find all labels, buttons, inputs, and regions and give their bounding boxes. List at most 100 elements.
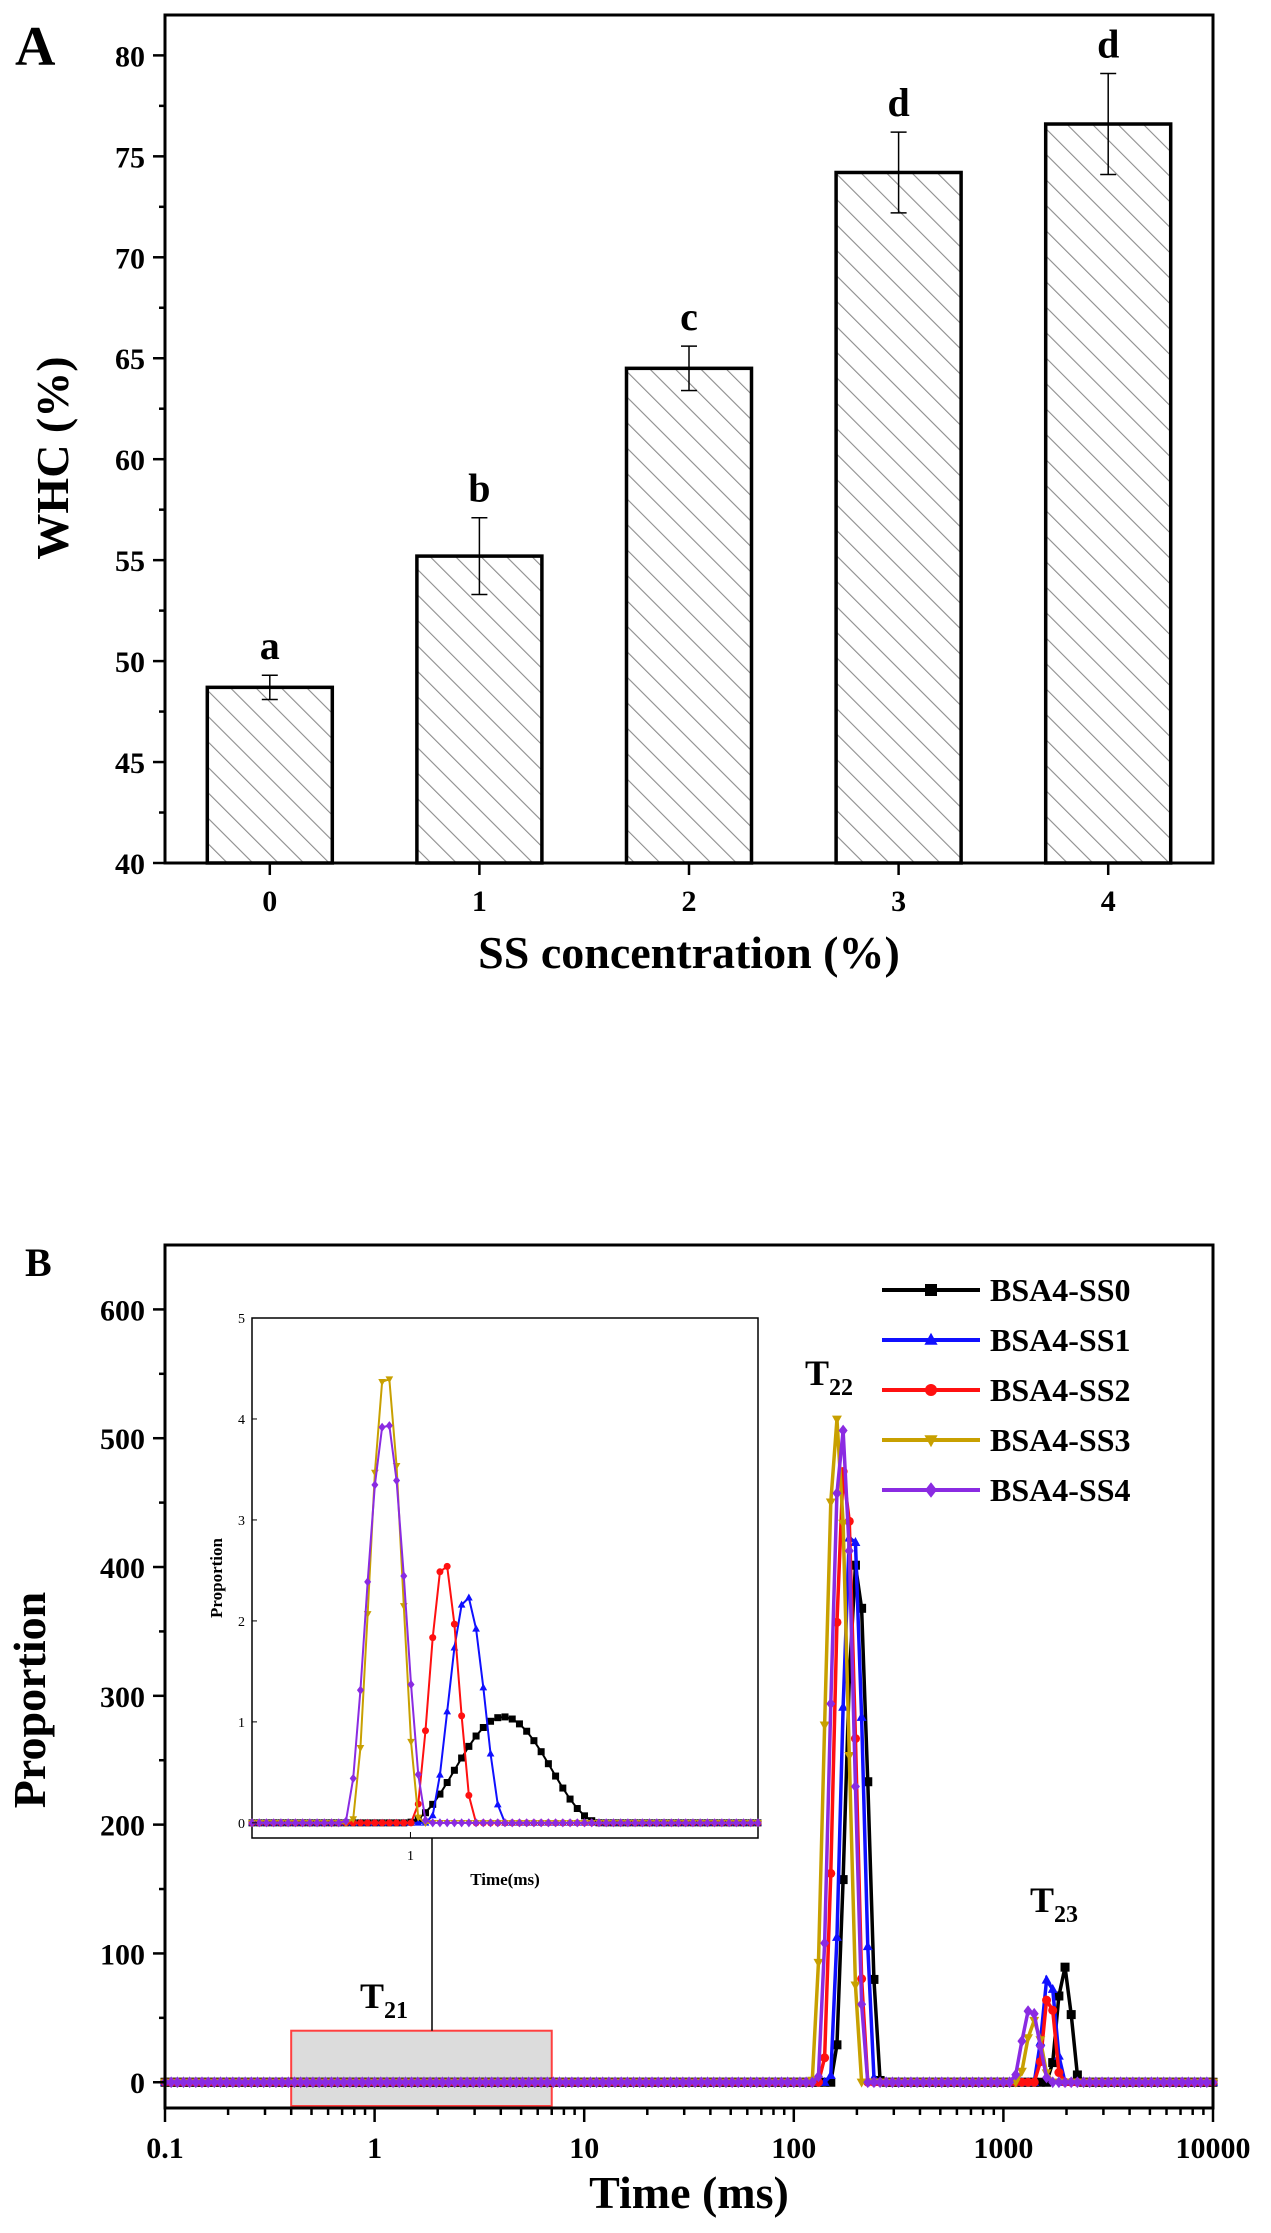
y-tick-label-70: 70	[115, 242, 145, 275]
data-point-BSA4-SS4	[622, 2076, 632, 2089]
data-point-BSA4-SS2	[1029, 2077, 1039, 2087]
data-point-BSA4-SS3	[825, 1498, 836, 1508]
data-point-BSA4-SS4	[949, 2076, 959, 2089]
inset-point-BSA4-SS2	[436, 1568, 444, 1576]
error-bar-1	[471, 516, 488, 596]
legend-marker-BSA4-SS3	[924, 1435, 938, 1448]
inset-point-BSA4-SS4	[682, 1818, 690, 1828]
data-point-BSA4-SS4	[265, 2076, 275, 2089]
data-point-BSA4-SS4	[955, 2076, 965, 2089]
error-bar-0	[261, 674, 278, 701]
significance-label-4: d	[1097, 22, 1119, 67]
data-point-BSA4-SS4	[259, 2076, 269, 2089]
data-point-BSA4-SS0	[863, 1777, 873, 1787]
data-point-BSA4-SS1	[856, 1711, 867, 1721]
inset-point-BSA4-SS4	[595, 1818, 603, 1828]
inset-y-tick-label-5: 5	[238, 1312, 245, 1327]
inset-point-BSA4-SS4	[689, 1818, 697, 1828]
inset-y-tick-label-1: 1	[238, 1716, 245, 1731]
inset-point-BSA4-SS3	[378, 1379, 386, 1387]
inset-point-BSA4-SS4	[703, 1818, 711, 1828]
data-point-BSA4-SS4	[1042, 2071, 1052, 2084]
inset-point-BSA4-SS2	[371, 1819, 379, 1827]
data-point-BSA4-SS4	[974, 2076, 984, 2089]
data-point-BSA4-SS4	[727, 2076, 737, 2089]
data-point-BSA4-SS4	[289, 2076, 299, 2089]
data-point-BSA4-SS4	[875, 2076, 885, 2089]
inset-point-BSA4-SS2	[385, 1819, 393, 1827]
peak-label-T22: T22	[805, 1353, 853, 1401]
data-point-BSA4-SS0	[1066, 2010, 1076, 2020]
data-point-BSA4-SS4	[783, 2076, 793, 2089]
inset-point-BSA4-SS4	[674, 1818, 682, 1828]
peak-label-T21: T21	[360, 1976, 408, 2024]
data-point-BSA4-SS4	[462, 2076, 472, 2089]
bar-2	[624, 366, 754, 865]
data-point-BSA4-SS4	[308, 2076, 318, 2089]
data-point-BSA4-SS4	[450, 2076, 460, 2089]
data-point-BSA4-SS4	[542, 2076, 552, 2089]
inset-point-BSA4-SS4	[653, 1818, 661, 1828]
inset-point-BSA4-SS4	[472, 1818, 480, 1828]
inset-point-BSA4-SS4	[537, 1818, 545, 1828]
error-bar-4	[1100, 72, 1117, 176]
y-tick-label-75: 75	[115, 141, 145, 174]
data-point-BSA4-SS4	[887, 2076, 897, 2089]
data-point-BSA4-SS4	[715, 2076, 725, 2089]
data-point-BSA4-SS3	[1023, 2034, 1034, 2044]
inset-point-BSA4-SS4	[718, 1818, 726, 1828]
data-point-BSA4-SS4	[505, 2076, 515, 2089]
inset-point-BSA4-SS4	[421, 1815, 429, 1825]
inset-point-BSA4-SS4	[335, 1818, 343, 1828]
y-tick-label-500: 500	[100, 1423, 145, 1456]
x-tick-label-2: 2	[682, 885, 697, 918]
data-point-BSA4-SS3	[838, 1519, 849, 1529]
inset-series-BSA4-SS4	[248, 1421, 762, 1828]
inset-point-BSA4-SS4	[443, 1818, 451, 1828]
inset-point-BSA4-SS1	[428, 1811, 437, 1819]
data-point-BSA4-SS4	[1128, 2076, 1138, 2089]
data-point-BSA4-SS4	[388, 2076, 398, 2089]
data-point-BSA4-SS4	[363, 2076, 373, 2089]
error-bar-3	[890, 131, 907, 214]
inset-point-BSA4-SS4	[284, 1818, 292, 1828]
data-point-BSA4-SS4	[302, 2076, 312, 2089]
data-point-BSA4-SS4	[857, 1998, 867, 2011]
data-point-BSA4-SS3	[1010, 2078, 1021, 2088]
data-point-BSA4-SS4	[382, 2076, 392, 2089]
inset-point-BSA4-SS0	[581, 1812, 589, 1820]
inset-point-BSA4-SS4	[436, 1818, 444, 1828]
data-point-BSA4-SS4	[924, 2076, 934, 2089]
data-point-BSA4-SS4	[333, 2076, 343, 2089]
inset-point-BSA4-SS2	[458, 1712, 466, 1720]
data-point-BSA4-SS4	[530, 2076, 540, 2089]
data-point-BSA4-SS0	[1060, 1962, 1070, 1972]
inset-point-BSA4-SS4	[566, 1818, 574, 1828]
data-point-BSA4-SS4	[678, 2076, 688, 2089]
inset-point-BSA4-SS4	[393, 1475, 401, 1486]
inset-y-tick-label-4: 4	[238, 1413, 245, 1428]
data-point-BSA4-SS4	[604, 2076, 614, 2089]
y-tick-label-45: 45	[115, 747, 145, 780]
data-point-BSA4-SS4	[511, 2076, 521, 2089]
y-tick-label-0: 0	[130, 2067, 145, 2100]
data-point-BSA4-SS4	[185, 2076, 195, 2089]
inset-point-BSA4-SS1	[436, 1770, 444, 1778]
data-point-BSA4-SS4	[894, 2076, 904, 2089]
panel-b-label: B	[25, 1240, 52, 1285]
x-tick-label-10: 10	[569, 2132, 599, 2165]
data-point-BSA4-SS4	[807, 2076, 817, 2089]
data-point-BSA4-SS4	[789, 2076, 799, 2089]
data-point-BSA4-SS4	[240, 2076, 250, 2089]
data-point-BSA4-SS4	[659, 2076, 669, 2089]
data-point-BSA4-SS4	[320, 2076, 330, 2089]
data-point-BSA4-SS4	[598, 2076, 608, 2089]
inset-point-BSA4-SS0	[523, 1727, 531, 1735]
data-point-BSA4-SS1	[1047, 1983, 1058, 1993]
inset-point-BSA4-SS0	[458, 1754, 466, 1762]
inset-y-axis-title: Proportion	[207, 1537, 226, 1618]
data-point-BSA4-SS4	[610, 2076, 620, 2089]
inset-point-BSA4-SS0	[487, 1717, 495, 1725]
